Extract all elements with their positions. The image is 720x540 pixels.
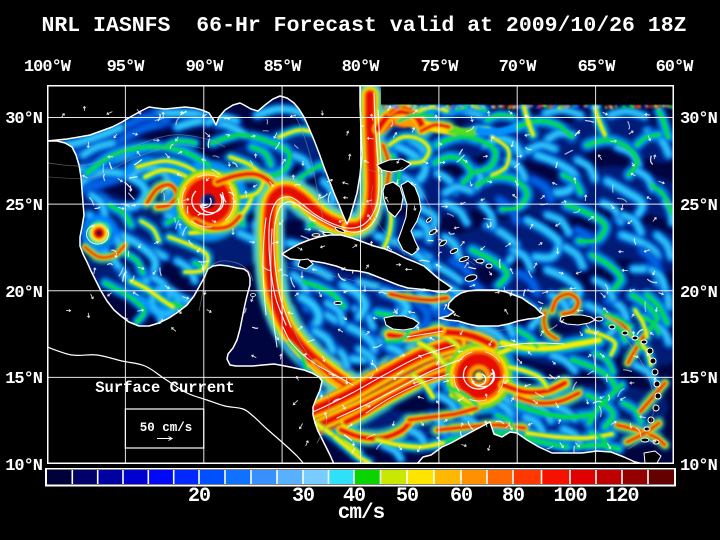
svg-text:50 cm/s: 50 cm/s — [140, 421, 193, 435]
svg-text:Surface Current: Surface Current — [95, 379, 235, 397]
